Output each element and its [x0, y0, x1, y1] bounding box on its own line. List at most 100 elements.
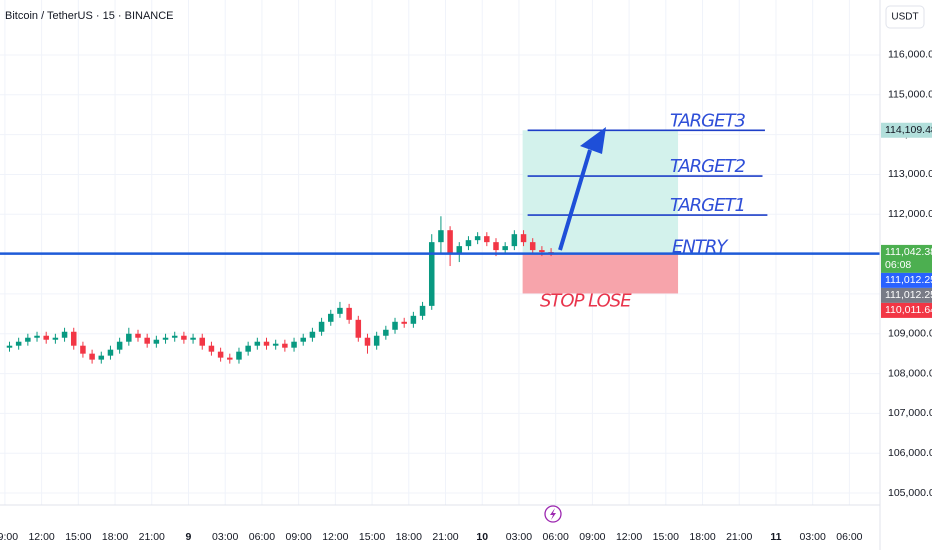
candles [6, 216, 554, 364]
currency: USDT [891, 12, 918, 23]
candle-body [318, 321, 325, 332]
candle-body [456, 246, 463, 255]
candle-body [153, 339, 160, 344]
candle-body [135, 333, 141, 338]
target-label: TARGET2 [670, 156, 745, 177]
candle-body [34, 335, 40, 338]
x-tick-label: 03:00 [212, 531, 238, 543]
position-zones [522, 130, 679, 294]
x-tick-label: 12:00 [322, 531, 348, 543]
x-tick-label: 09:00 [285, 531, 311, 543]
candle-body [520, 234, 527, 243]
price-tag [881, 244, 932, 273]
candle-body [392, 321, 398, 330]
candle-body [282, 343, 288, 348]
candle-body [245, 345, 251, 352]
candle-body [263, 341, 270, 346]
x-tick-label: 9 [186, 531, 192, 543]
x-tick-label: 11 [770, 531, 781, 543]
y-tick-label: 113,000.00 [888, 168, 932, 180]
stop-zone [522, 253, 679, 294]
currency-box[interactable] [885, 5, 925, 29]
y-tick-label: 112,000.00 [888, 208, 932, 220]
x-tick-label: 21:00 [726, 531, 752, 543]
x-tick-label: 06:00 [249, 531, 275, 543]
candle-body [465, 240, 472, 247]
candle-body [15, 341, 22, 346]
candle-body [162, 337, 169, 340]
lightning-icon[interactable] [544, 505, 562, 523]
candle-body [126, 333, 132, 342]
y-tick-label: 105,000.00 [888, 487, 932, 499]
x-tick-label: 15:00 [65, 531, 91, 543]
candle-body [272, 343, 279, 346]
candle-body [208, 345, 215, 352]
candle-body [80, 345, 86, 354]
candle-body [98, 355, 105, 360]
candle-body [373, 335, 380, 346]
candle-body [199, 337, 206, 346]
candle-body [447, 230, 453, 255]
candle-body [254, 341, 261, 346]
arrow [558, 127, 606, 251]
price-tag-label: 111,012.25 [885, 289, 932, 301]
candle-body [511, 234, 518, 247]
x-tick-label: 18:00 [396, 531, 422, 543]
price-tag-label: 111,012.25 [885, 274, 932, 286]
y-tick-label: 115,000.00 [888, 89, 932, 101]
y-tick-label: 106,000.00 [888, 447, 932, 459]
price-tag [881, 302, 932, 318]
candle-body [144, 337, 150, 344]
candle-body [61, 331, 68, 338]
x-tick-label: 06:00 [543, 531, 569, 543]
x-tick-label: 09:00 [579, 531, 605, 543]
candle-body [383, 329, 389, 336]
candle-body [337, 307, 343, 314]
target-label: TARGET3 [670, 110, 745, 131]
candle-body [291, 341, 297, 348]
x-tick-label: 06:00 [836, 531, 862, 543]
candle-body [43, 335, 49, 340]
x-tick-label: 21:00 [139, 531, 165, 543]
candle-body [419, 305, 426, 316]
x-tick-label: 03:00 [800, 531, 826, 543]
price-tag [881, 287, 932, 303]
x-tick-label: 12:00 [616, 531, 642, 543]
candle-body [502, 246, 508, 251]
candle-body [309, 331, 316, 338]
candle-body [236, 351, 242, 360]
price-tag [881, 122, 932, 138]
price-tag-label: 110,011.64 [885, 304, 932, 316]
candle-body [493, 242, 499, 251]
x-tick-label: 18:00 [102, 531, 128, 543]
candle-body [474, 236, 481, 241]
countdown: 06:08 [885, 259, 911, 271]
price-tag [881, 272, 932, 288]
candle-body [217, 351, 224, 358]
x-tick-label: 09:00 [0, 531, 18, 543]
candle-body [25, 337, 31, 342]
y-tick-label: 109,000.00 [888, 328, 932, 340]
candle-body [346, 307, 352, 320]
candle-body [181, 335, 187, 340]
chart-title: Bitcoin / TetherUS · 15 · BINANCE [5, 10, 174, 22]
candle-body [438, 230, 444, 243]
candle-body [70, 331, 77, 346]
candle-body [107, 349, 114, 356]
x-tick-label: 03:00 [506, 531, 532, 543]
candle-body [484, 236, 490, 243]
candle-body [300, 337, 306, 342]
x-tick-label: 21:00 [432, 531, 458, 543]
y-tick-label: 107,000.00 [888, 407, 932, 419]
candle-body [401, 321, 407, 324]
stop-label: STOP LOSE [540, 290, 632, 311]
x-tick-label: 15:00 [359, 531, 385, 543]
candle-body [6, 345, 13, 348]
x-tick-label: 18:00 [689, 531, 715, 543]
entry-label: ENTRY [672, 237, 729, 258]
candle-body [355, 319, 362, 338]
target-label: TARGET1 [670, 195, 745, 216]
candle-body [364, 337, 371, 346]
